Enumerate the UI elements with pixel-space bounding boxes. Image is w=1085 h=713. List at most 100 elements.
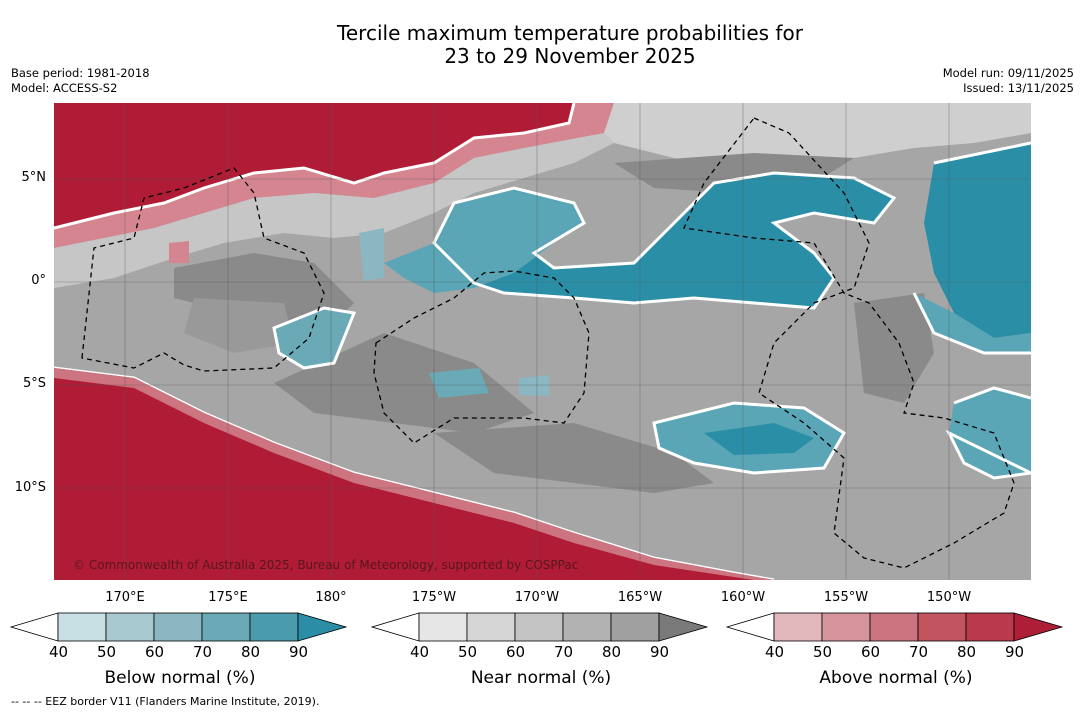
contour-north xyxy=(54,103,576,230)
contour-southeast xyxy=(945,386,1031,480)
colorbar-cell xyxy=(249,612,299,642)
tick-label: 60 xyxy=(861,643,881,661)
colorbar-cell xyxy=(105,612,155,642)
tick-label: 90 xyxy=(1005,643,1025,661)
eez-border-east xyxy=(683,117,1015,569)
tick-label: 50 xyxy=(97,643,117,661)
contour-central xyxy=(432,171,897,310)
contour-west xyxy=(272,306,357,370)
colorbar-cell xyxy=(917,612,967,642)
probability-map xyxy=(54,103,1031,580)
tick-label: 70 xyxy=(909,643,929,661)
colorbar-above-cells xyxy=(726,612,1064,642)
colorbar-extend-low xyxy=(726,612,775,642)
lon-label-170w: 170°W xyxy=(514,590,560,605)
below-small-1 xyxy=(429,368,489,398)
lon-label-165w: 165°W xyxy=(617,590,663,605)
colorbar-cell xyxy=(562,612,612,642)
colorbar-extend-low xyxy=(371,612,420,642)
tick-label: 50 xyxy=(813,643,833,661)
below-small-3 xyxy=(359,228,384,281)
tick-label: 80 xyxy=(602,643,622,661)
near-dark-patch-2 xyxy=(274,333,534,433)
near-dark-patch-5 xyxy=(854,293,934,403)
above-small-island xyxy=(169,241,189,263)
lon-label-155w: 155°W xyxy=(823,590,869,605)
lon-label-170e: 170°E xyxy=(105,590,145,605)
colorbar-above xyxy=(726,612,1064,642)
colorbar-above-label: Above normal (%) xyxy=(819,668,973,688)
model-name: Model: ACCESS-S2 xyxy=(11,81,118,95)
tick-label: 40 xyxy=(49,643,69,661)
colorbar-cell xyxy=(201,612,251,642)
tick-label: 90 xyxy=(289,643,309,661)
colorbar-near xyxy=(371,612,709,642)
colorbar-cell xyxy=(418,612,468,642)
near-light-north-band xyxy=(604,103,1031,173)
colorbar-cell xyxy=(153,612,203,642)
tick-label: 70 xyxy=(193,643,213,661)
meta-right: Model run: 09/11/2025 Issued: 13/11/2025 xyxy=(943,66,1074,96)
map-canvas xyxy=(54,103,1031,580)
near-dark-patch-3 xyxy=(434,423,714,493)
eez-border-west xyxy=(81,167,325,372)
below-east-region xyxy=(924,143,1031,338)
title-line-2: 23 to 29 November 2025 xyxy=(444,44,696,68)
colorbar-cell xyxy=(610,612,660,642)
lon-label-180: 180° xyxy=(315,590,347,605)
colorbar-cell xyxy=(773,612,823,642)
lat-label-0: 0° xyxy=(31,273,46,288)
eez-border-central xyxy=(373,270,590,444)
below-southeast-region xyxy=(949,388,1031,478)
lon-label-150w: 150°W xyxy=(926,590,972,605)
tick-label: 60 xyxy=(145,643,165,661)
copyright-notice: © Commonwealth of Australia 2025, Bureau… xyxy=(73,558,579,572)
lat-label-10s: 10°S xyxy=(14,480,46,495)
colorbar-extend-high xyxy=(1013,612,1064,642)
colorbar-below-cells xyxy=(10,612,348,642)
eez-borders xyxy=(81,117,1015,569)
contour-east xyxy=(912,141,1031,355)
lon-label-175e: 175°E xyxy=(208,590,248,605)
colorbar-cell xyxy=(869,612,919,642)
tick-label: 90 xyxy=(650,643,670,661)
colorbar-near-cells xyxy=(371,612,709,642)
near-light-band-1 xyxy=(54,133,614,288)
above-north-region xyxy=(54,103,574,228)
tick-label: 70 xyxy=(554,643,574,661)
contour-south xyxy=(652,401,847,475)
lon-label-175w: 175°W xyxy=(411,590,457,605)
map-title: Tercile maximum temperature probabilitie… xyxy=(0,22,1085,68)
colorbar-below-label: Below normal (%) xyxy=(104,668,256,688)
colorbar-extend-low xyxy=(10,612,59,642)
base-period: Base period: 1981-2018 xyxy=(11,66,150,80)
lon-label-160w: 160°W xyxy=(720,590,766,605)
tick-label: 80 xyxy=(241,643,261,661)
tick-label: 80 xyxy=(957,643,977,661)
colorbar-cell xyxy=(57,612,107,642)
tick-label: 40 xyxy=(410,643,430,661)
gridlines xyxy=(54,103,1031,580)
colorbar-cell xyxy=(965,612,1015,642)
below-west-region xyxy=(274,308,354,368)
model-run: Model run: 09/11/2025 xyxy=(942,66,1074,80)
colorbar-below xyxy=(10,612,348,642)
colorbar-near-label: Near normal (%) xyxy=(470,668,612,688)
colorbar-cell xyxy=(821,612,871,642)
lat-label-5s: 5°S xyxy=(22,376,46,391)
title-line-1: Tercile maximum temperature probabilitie… xyxy=(337,21,803,45)
tick-label: 50 xyxy=(458,643,478,661)
tick-label: 40 xyxy=(765,643,785,661)
meta-left: Base period: 1981-2018 Model: ACCESS-S2 xyxy=(11,66,150,96)
near-dark-patch-6 xyxy=(184,298,294,353)
lat-label-5n: 5°N xyxy=(21,170,47,185)
below-east-fringe xyxy=(914,293,1031,353)
tick-label: 60 xyxy=(506,643,526,661)
colorbar-cell xyxy=(514,612,564,642)
above-south-region xyxy=(54,368,774,580)
issued-date: Issued: 13/11/2025 xyxy=(963,81,1074,95)
below-small-2 xyxy=(519,375,549,396)
below-south-core xyxy=(704,423,814,455)
colorbar-extend-high xyxy=(297,612,348,642)
colorbar-extend-high xyxy=(658,612,709,642)
